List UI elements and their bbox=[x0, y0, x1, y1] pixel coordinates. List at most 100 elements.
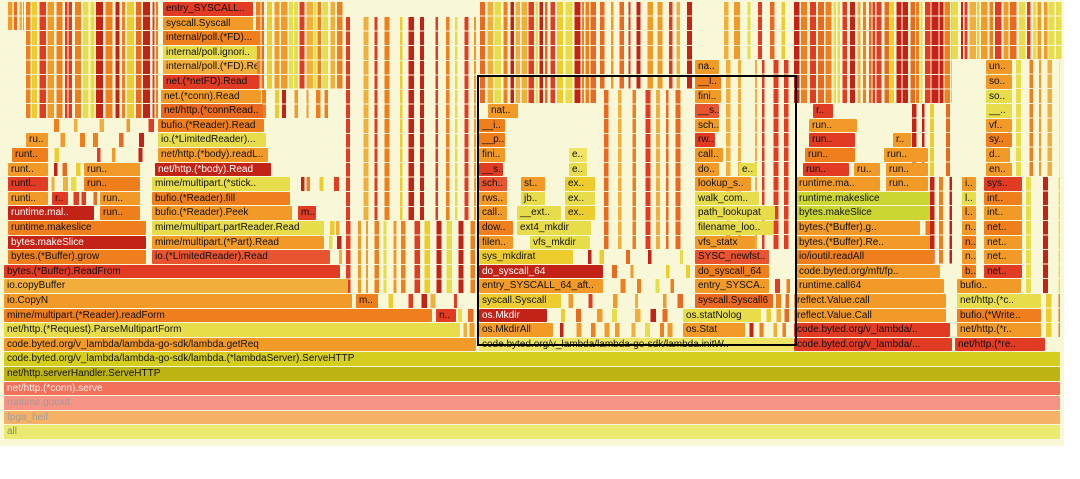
flame-frame[interactable]: internal/poll.(*FD).Read bbox=[163, 60, 257, 74]
flame-frame[interactable]: all bbox=[4, 425, 1060, 439]
flame-frame[interactable]: i.. bbox=[962, 177, 976, 191]
flame-frame[interactable]: r.. bbox=[52, 191, 68, 206]
flame-frame[interactable]: runti.. bbox=[8, 191, 48, 206]
selection-box[interactable] bbox=[477, 75, 797, 346]
flame-frame[interactable]: bytes.makeSlice bbox=[796, 206, 930, 220]
flame-frame[interactable]: runt.. bbox=[8, 162, 48, 177]
flame-frame[interactable]: path_lookupat bbox=[695, 206, 775, 220]
flame-frame[interactable]: net.(*conn).Read bbox=[161, 89, 261, 104]
flame-frame[interactable]: e.. bbox=[569, 162, 587, 177]
flame-frame[interactable]: __.. bbox=[986, 104, 1012, 118]
flame-frame[interactable]: m.. bbox=[298, 206, 316, 220]
flame-frame[interactable]: run.. bbox=[805, 148, 855, 162]
flame-frame[interactable]: m.. bbox=[356, 294, 378, 308]
flame-frame[interactable]: vfs_mkdir bbox=[530, 235, 590, 250]
flame-frame-cluster[interactable] bbox=[328, 221, 344, 235]
flame-frame[interactable]: os.Stat bbox=[683, 323, 745, 337]
flame-frame[interactable]: ex.. bbox=[565, 177, 595, 191]
flame-frame[interactable]: run.. bbox=[100, 191, 140, 206]
flame-frame[interactable]: r.. bbox=[893, 133, 911, 147]
flame-frame[interactable]: SYSC_newfst.. bbox=[695, 250, 769, 264]
flame-frame[interactable]: __s.. bbox=[479, 162, 503, 177]
flame-frame[interactable]: r.. bbox=[813, 104, 833, 118]
flame-frame[interactable]: ext4_mkdir bbox=[517, 221, 591, 235]
flame-frame[interactable]: call.. bbox=[695, 148, 723, 162]
flame-frame[interactable]: mime/multipart.partReader.Read bbox=[152, 221, 324, 235]
flame-frame[interactable]: code.byted.org/v_lambda/lambda-go-sdk/la… bbox=[4, 352, 1060, 366]
flame-frame[interactable]: reflect.Value.Call bbox=[794, 308, 946, 323]
flame-frame-cluster[interactable] bbox=[772, 279, 792, 293]
flame-frame[interactable]: os.statNolog bbox=[683, 308, 761, 323]
flame-frame-cluster[interactable] bbox=[334, 250, 344, 264]
flame-frame[interactable]: net/http.(*Request).ParseMultipartForm bbox=[4, 323, 460, 337]
flame-frame[interactable]: __i.. bbox=[479, 118, 505, 133]
flame-frame[interactable]: entry_SYSCA.. bbox=[695, 279, 769, 293]
flame-frame[interactable]: net/http.(*connRead.. bbox=[161, 104, 263, 118]
flame-frame[interactable]: run.. bbox=[809, 133, 855, 147]
flame-frame[interactable]: entry_SYSCALL.. bbox=[163, 2, 253, 16]
flame-frame-cluster[interactable] bbox=[462, 323, 476, 337]
flame-frame-cluster[interactable] bbox=[550, 308, 680, 323]
flame-frame-cluster[interactable] bbox=[748, 323, 792, 337]
flame-frame[interactable]: os.MkdirAll bbox=[479, 323, 553, 337]
flame-frame-cluster[interactable] bbox=[458, 308, 476, 323]
flame-frame-cluster[interactable] bbox=[52, 133, 152, 147]
flame-frame[interactable]: syscall.Syscall bbox=[163, 16, 253, 31]
flame-frame[interactable]: do.. bbox=[695, 162, 719, 177]
flame-frame[interactable]: int.. bbox=[984, 191, 1022, 206]
flame-frame[interactable]: bufio.(*Reader).Peek bbox=[152, 206, 292, 220]
flame-frame[interactable]: net/http.(*re.. bbox=[955, 337, 1045, 352]
flame-frame[interactable]: __p.. bbox=[479, 133, 505, 147]
flame-frame[interactable]: jb.. bbox=[521, 191, 545, 206]
flame-frame[interactable]: st.. bbox=[521, 177, 545, 191]
flame-frame[interactable]: e.. bbox=[569, 148, 587, 162]
flame-frame[interactable]: net.(*netFD).Read bbox=[163, 75, 259, 89]
flame-frame-cluster[interactable] bbox=[924, 221, 934, 235]
flame-frame-cluster[interactable] bbox=[328, 235, 344, 250]
flame-frame[interactable]: sys.. bbox=[984, 177, 1022, 191]
flame-frame-cluster[interactable] bbox=[556, 323, 680, 337]
flame-frame[interactable]: runtime.ma.. bbox=[796, 177, 880, 191]
flame-frame[interactable]: filen.. bbox=[479, 235, 513, 250]
flame-frame[interactable]: net/http.(*c.. bbox=[957, 294, 1041, 308]
flame-frame[interactable]: net/http.serverHandler.ServeHTTP bbox=[4, 367, 1060, 381]
flame-frame[interactable]: code.byted.org/v_lambda/lambda-go-sdk/la… bbox=[4, 337, 476, 352]
flame-frame[interactable]: __s.. bbox=[695, 104, 719, 118]
flame-frame[interactable]: d.. bbox=[986, 148, 1010, 162]
flame-frame[interactable]: so.. bbox=[986, 75, 1012, 89]
flame-frame[interactable]: n.. bbox=[436, 308, 456, 323]
flame-frame[interactable]: e.. bbox=[739, 162, 757, 177]
flame-frame-cluster[interactable] bbox=[764, 308, 792, 323]
flame-frame[interactable]: walk_com.. bbox=[695, 191, 759, 206]
flame-frame[interactable]: lookup_s.. bbox=[695, 177, 751, 191]
flame-frame[interactable]: ru.. bbox=[854, 162, 880, 177]
flame-frame[interactable]: code.byted.org/mft/fp.. bbox=[796, 264, 940, 279]
flame-frame-cluster[interactable] bbox=[576, 250, 692, 264]
flame-frame-cluster[interactable] bbox=[294, 177, 342, 191]
flame-frame[interactable]: vfs_statx bbox=[695, 235, 755, 250]
flame-frame-cluster[interactable] bbox=[606, 279, 692, 293]
flame-frame[interactable]: run.. bbox=[100, 206, 140, 220]
flame-frame-cluster[interactable] bbox=[50, 177, 80, 191]
flame-frame[interactable]: io/ioutil.readAll bbox=[796, 250, 934, 264]
flame-frame[interactable]: entry_SYSCALL_64_aft.. bbox=[479, 279, 603, 293]
flame-frame[interactable]: io.(*LimitedReader).Read bbox=[152, 250, 330, 264]
flame-frame[interactable]: run.. bbox=[809, 118, 857, 133]
flame-frame[interactable]: en.. bbox=[986, 162, 1012, 177]
flame-frame[interactable]: b.. bbox=[962, 264, 976, 279]
flame-frame-cluster[interactable] bbox=[564, 294, 692, 308]
flame-frame[interactable]: run.. bbox=[886, 177, 928, 191]
flame-frame[interactable]: os.Mkdir bbox=[479, 308, 547, 323]
flame-frame[interactable]: n.. bbox=[962, 235, 976, 250]
flame-frame[interactable]: call.. bbox=[479, 206, 507, 220]
flame-frame[interactable]: net/http.(*conn).serve bbox=[4, 381, 1060, 396]
flame-frame[interactable]: run.. bbox=[84, 177, 140, 191]
flame-frame-cluster[interactable] bbox=[606, 264, 692, 279]
flame-frame[interactable]: mime/multipart.(*Part).Read bbox=[152, 235, 324, 250]
flame-frame[interactable]: rws.. bbox=[479, 191, 507, 206]
flame-frame[interactable]: bytes.(*Buffer).Re.. bbox=[796, 235, 930, 250]
flame-frame[interactable]: bufio.(*Reader).fill bbox=[152, 191, 290, 206]
flame-frame[interactable]: __ext.. bbox=[517, 206, 561, 220]
flame-frame[interactable]: syscall.Syscall bbox=[479, 294, 561, 308]
flame-frame[interactable]: sys_mkdirat bbox=[479, 250, 573, 264]
